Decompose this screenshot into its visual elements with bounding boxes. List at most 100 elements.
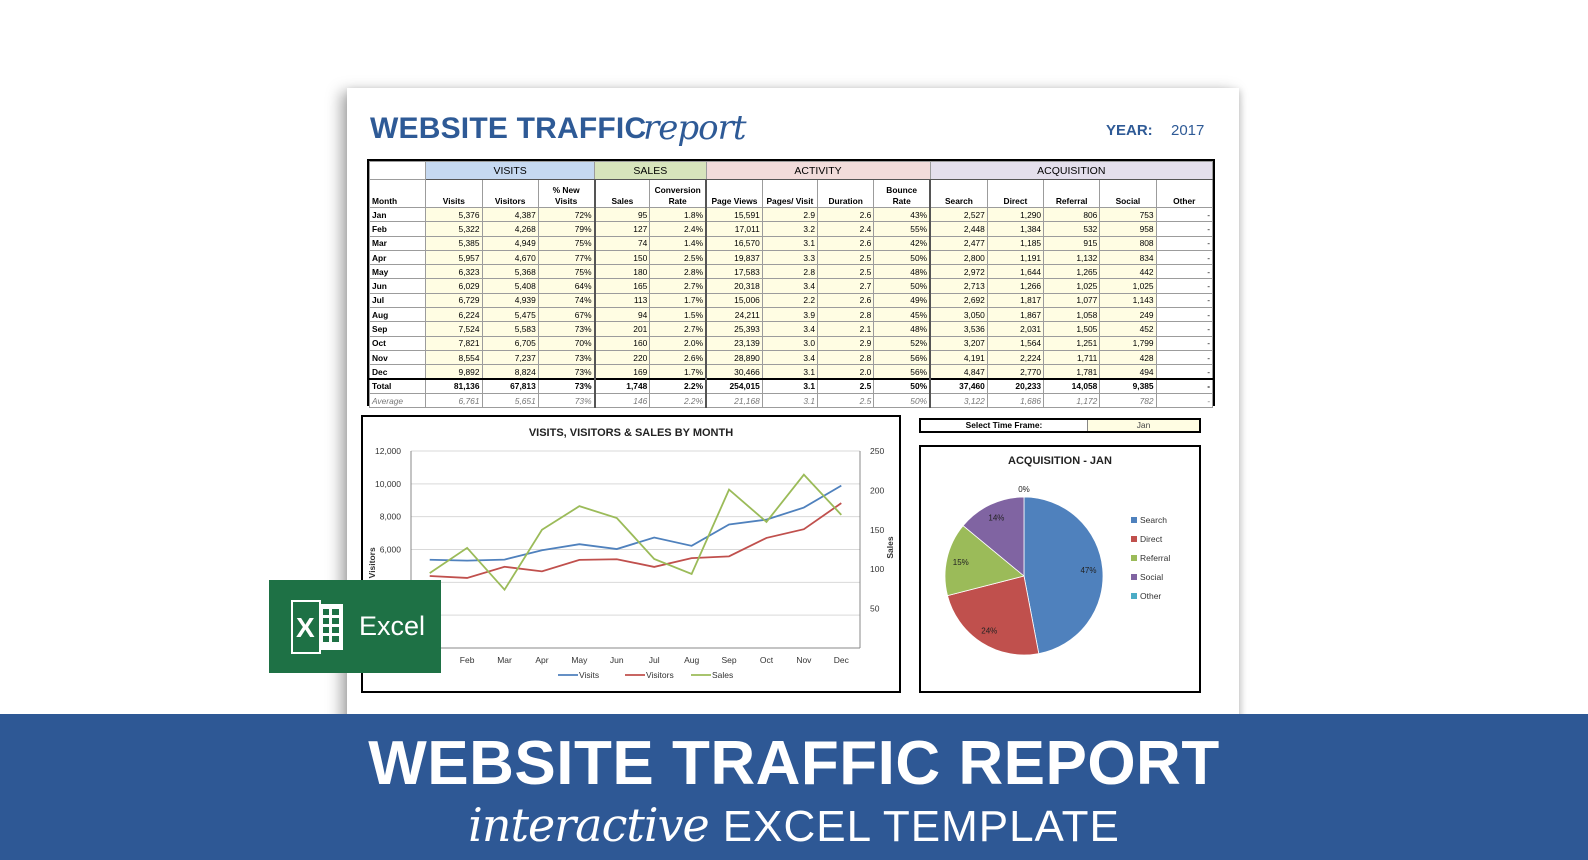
table-cell[interactable]: 1,644 xyxy=(987,265,1043,279)
table-cell[interactable]: 5,368 xyxy=(482,265,538,279)
table-cell[interactable]: 1,266 xyxy=(987,279,1043,293)
table-cell[interactable]: 806 xyxy=(1044,208,1100,222)
table-cell[interactable]: 249 xyxy=(1100,308,1156,322)
table-cell[interactable]: 1,025 xyxy=(1044,279,1100,293)
table-cell[interactable]: 834 xyxy=(1100,250,1156,264)
table-cell[interactable]: 6,729 xyxy=(426,293,482,307)
table-cell[interactable]: 1,025 xyxy=(1100,279,1156,293)
table-cell[interactable]: 5,408 xyxy=(482,279,538,293)
table-cell[interactable]: 2.9 xyxy=(818,336,874,350)
table-cell[interactable]: 5,583 xyxy=(482,322,538,336)
table-cell[interactable]: 2,031 xyxy=(987,322,1043,336)
table-cell[interactable]: 5,957 xyxy=(426,250,482,264)
table-cell[interactable]: 95 xyxy=(595,208,650,222)
table-cell[interactable]: 2,448 xyxy=(930,222,987,236)
table-cell[interactable]: 5,385 xyxy=(426,236,482,250)
table-cell[interactable]: 2,477 xyxy=(930,236,987,250)
table-cell[interactable]: 24,211 xyxy=(706,308,762,322)
table-cell[interactable]: 428 xyxy=(1100,350,1156,364)
table-cell[interactable]: 2,972 xyxy=(930,265,987,279)
table-cell[interactable]: 958 xyxy=(1100,222,1156,236)
table-cell[interactable]: 915 xyxy=(1044,236,1100,250)
table-cell[interactable]: 4,191 xyxy=(930,350,987,364)
table-cell[interactable]: 8,824 xyxy=(482,365,538,379)
table-cell[interactable]: 2,800 xyxy=(930,250,987,264)
table-cell[interactable]: 494 xyxy=(1100,365,1156,379)
table-cell[interactable]: 160 xyxy=(595,336,650,350)
table-cell[interactable]: 1,143 xyxy=(1100,293,1156,307)
table-cell[interactable]: 30,466 xyxy=(706,365,762,379)
table-cell[interactable]: 1,564 xyxy=(987,336,1043,350)
time-frame-dropdown[interactable]: Jan xyxy=(1088,420,1199,431)
table-cell[interactable]: 19,837 xyxy=(706,250,762,264)
table-cell[interactable]: 2.7 xyxy=(818,279,874,293)
year-value[interactable]: 2017 xyxy=(1171,122,1204,139)
table-cell[interactable]: 4,387 xyxy=(482,208,538,222)
table-cell[interactable]: 3,536 xyxy=(930,322,987,336)
table-cell[interactable]: 169 xyxy=(595,365,650,379)
table-cell[interactable]: 4,670 xyxy=(482,250,538,264)
table-cell[interactable]: 2.1 xyxy=(818,322,874,336)
table-cell[interactable]: 4,268 xyxy=(482,222,538,236)
table-cell[interactable]: 15,591 xyxy=(706,208,762,222)
table-cell[interactable]: 20,318 xyxy=(706,279,762,293)
table-cell[interactable]: 28,890 xyxy=(706,350,762,364)
table-cell[interactable]: 180 xyxy=(595,265,650,279)
table-cell[interactable]: 1,251 xyxy=(1044,336,1100,350)
table-cell[interactable]: 150 xyxy=(595,250,650,264)
table-cell[interactable]: 165 xyxy=(595,279,650,293)
table-cell[interactable]: 25,393 xyxy=(706,322,762,336)
table-cell[interactable]: 2,224 xyxy=(987,350,1043,364)
table-cell[interactable]: 201 xyxy=(595,322,650,336)
table-cell[interactable]: 1,185 xyxy=(987,236,1043,250)
table-cell[interactable]: 9,892 xyxy=(426,365,482,379)
table-cell[interactable]: 1,058 xyxy=(1044,308,1100,322)
table-cell[interactable]: 1,867 xyxy=(987,308,1043,322)
table-cell[interactable]: 127 xyxy=(595,222,650,236)
table-cell[interactable]: 1,505 xyxy=(1044,322,1100,336)
table-cell[interactable]: 6,323 xyxy=(426,265,482,279)
table-cell[interactable]: 17,011 xyxy=(706,222,762,236)
table-cell[interactable]: 16,570 xyxy=(706,236,762,250)
table-cell[interactable]: 3,207 xyxy=(930,336,987,350)
table-cell[interactable]: 2,713 xyxy=(930,279,987,293)
table-cell[interactable]: 4,939 xyxy=(482,293,538,307)
table-cell[interactable]: 2,527 xyxy=(930,208,987,222)
table-cell[interactable]: 8,554 xyxy=(426,350,482,364)
table-cell[interactable]: 1,817 xyxy=(987,293,1043,307)
table-cell[interactable]: 113 xyxy=(595,293,650,307)
table-cell[interactable]: 2.8 xyxy=(818,350,874,364)
table-cell[interactable]: 442 xyxy=(1100,265,1156,279)
table-cell[interactable]: 753 xyxy=(1100,208,1156,222)
table-cell[interactable]: 6,029 xyxy=(426,279,482,293)
table-cell[interactable]: 2.6 xyxy=(818,208,874,222)
table-cell[interactable]: 6,224 xyxy=(426,308,482,322)
table-cell[interactable]: 15,006 xyxy=(706,293,762,307)
table-cell[interactable]: 5,376 xyxy=(426,208,482,222)
table-cell[interactable]: 1,711 xyxy=(1044,350,1100,364)
table-cell[interactable]: 2,770 xyxy=(987,365,1043,379)
table-cell[interactable]: 2.6 xyxy=(818,293,874,307)
table-cell[interactable]: 7,524 xyxy=(426,322,482,336)
table-cell[interactable]: 1,781 xyxy=(1044,365,1100,379)
table-cell[interactable]: 1,132 xyxy=(1044,250,1100,264)
table-cell[interactable]: 1,384 xyxy=(987,222,1043,236)
table-cell[interactable]: 2,692 xyxy=(930,293,987,307)
table-cell[interactable]: 532 xyxy=(1044,222,1100,236)
table-cell[interactable]: 4,847 xyxy=(930,365,987,379)
table-cell[interactable]: 2.8 xyxy=(818,308,874,322)
table-cell[interactable]: 1,290 xyxy=(987,208,1043,222)
table-cell[interactable]: 6,705 xyxy=(482,336,538,350)
table-cell[interactable]: 3,050 xyxy=(930,308,987,322)
table-cell[interactable]: 74 xyxy=(595,236,650,250)
table-cell[interactable]: 7,821 xyxy=(426,336,482,350)
table-cell[interactable]: 23,139 xyxy=(706,336,762,350)
table-cell[interactable]: 220 xyxy=(595,350,650,364)
table-cell[interactable]: 4,949 xyxy=(482,236,538,250)
table-cell[interactable]: 17,583 xyxy=(706,265,762,279)
table-cell[interactable]: 2.0 xyxy=(818,365,874,379)
table-cell[interactable]: 1,265 xyxy=(1044,265,1100,279)
table-cell[interactable]: 452 xyxy=(1100,322,1156,336)
table-cell[interactable]: 5,475 xyxy=(482,308,538,322)
table-cell[interactable]: 1,799 xyxy=(1100,336,1156,350)
